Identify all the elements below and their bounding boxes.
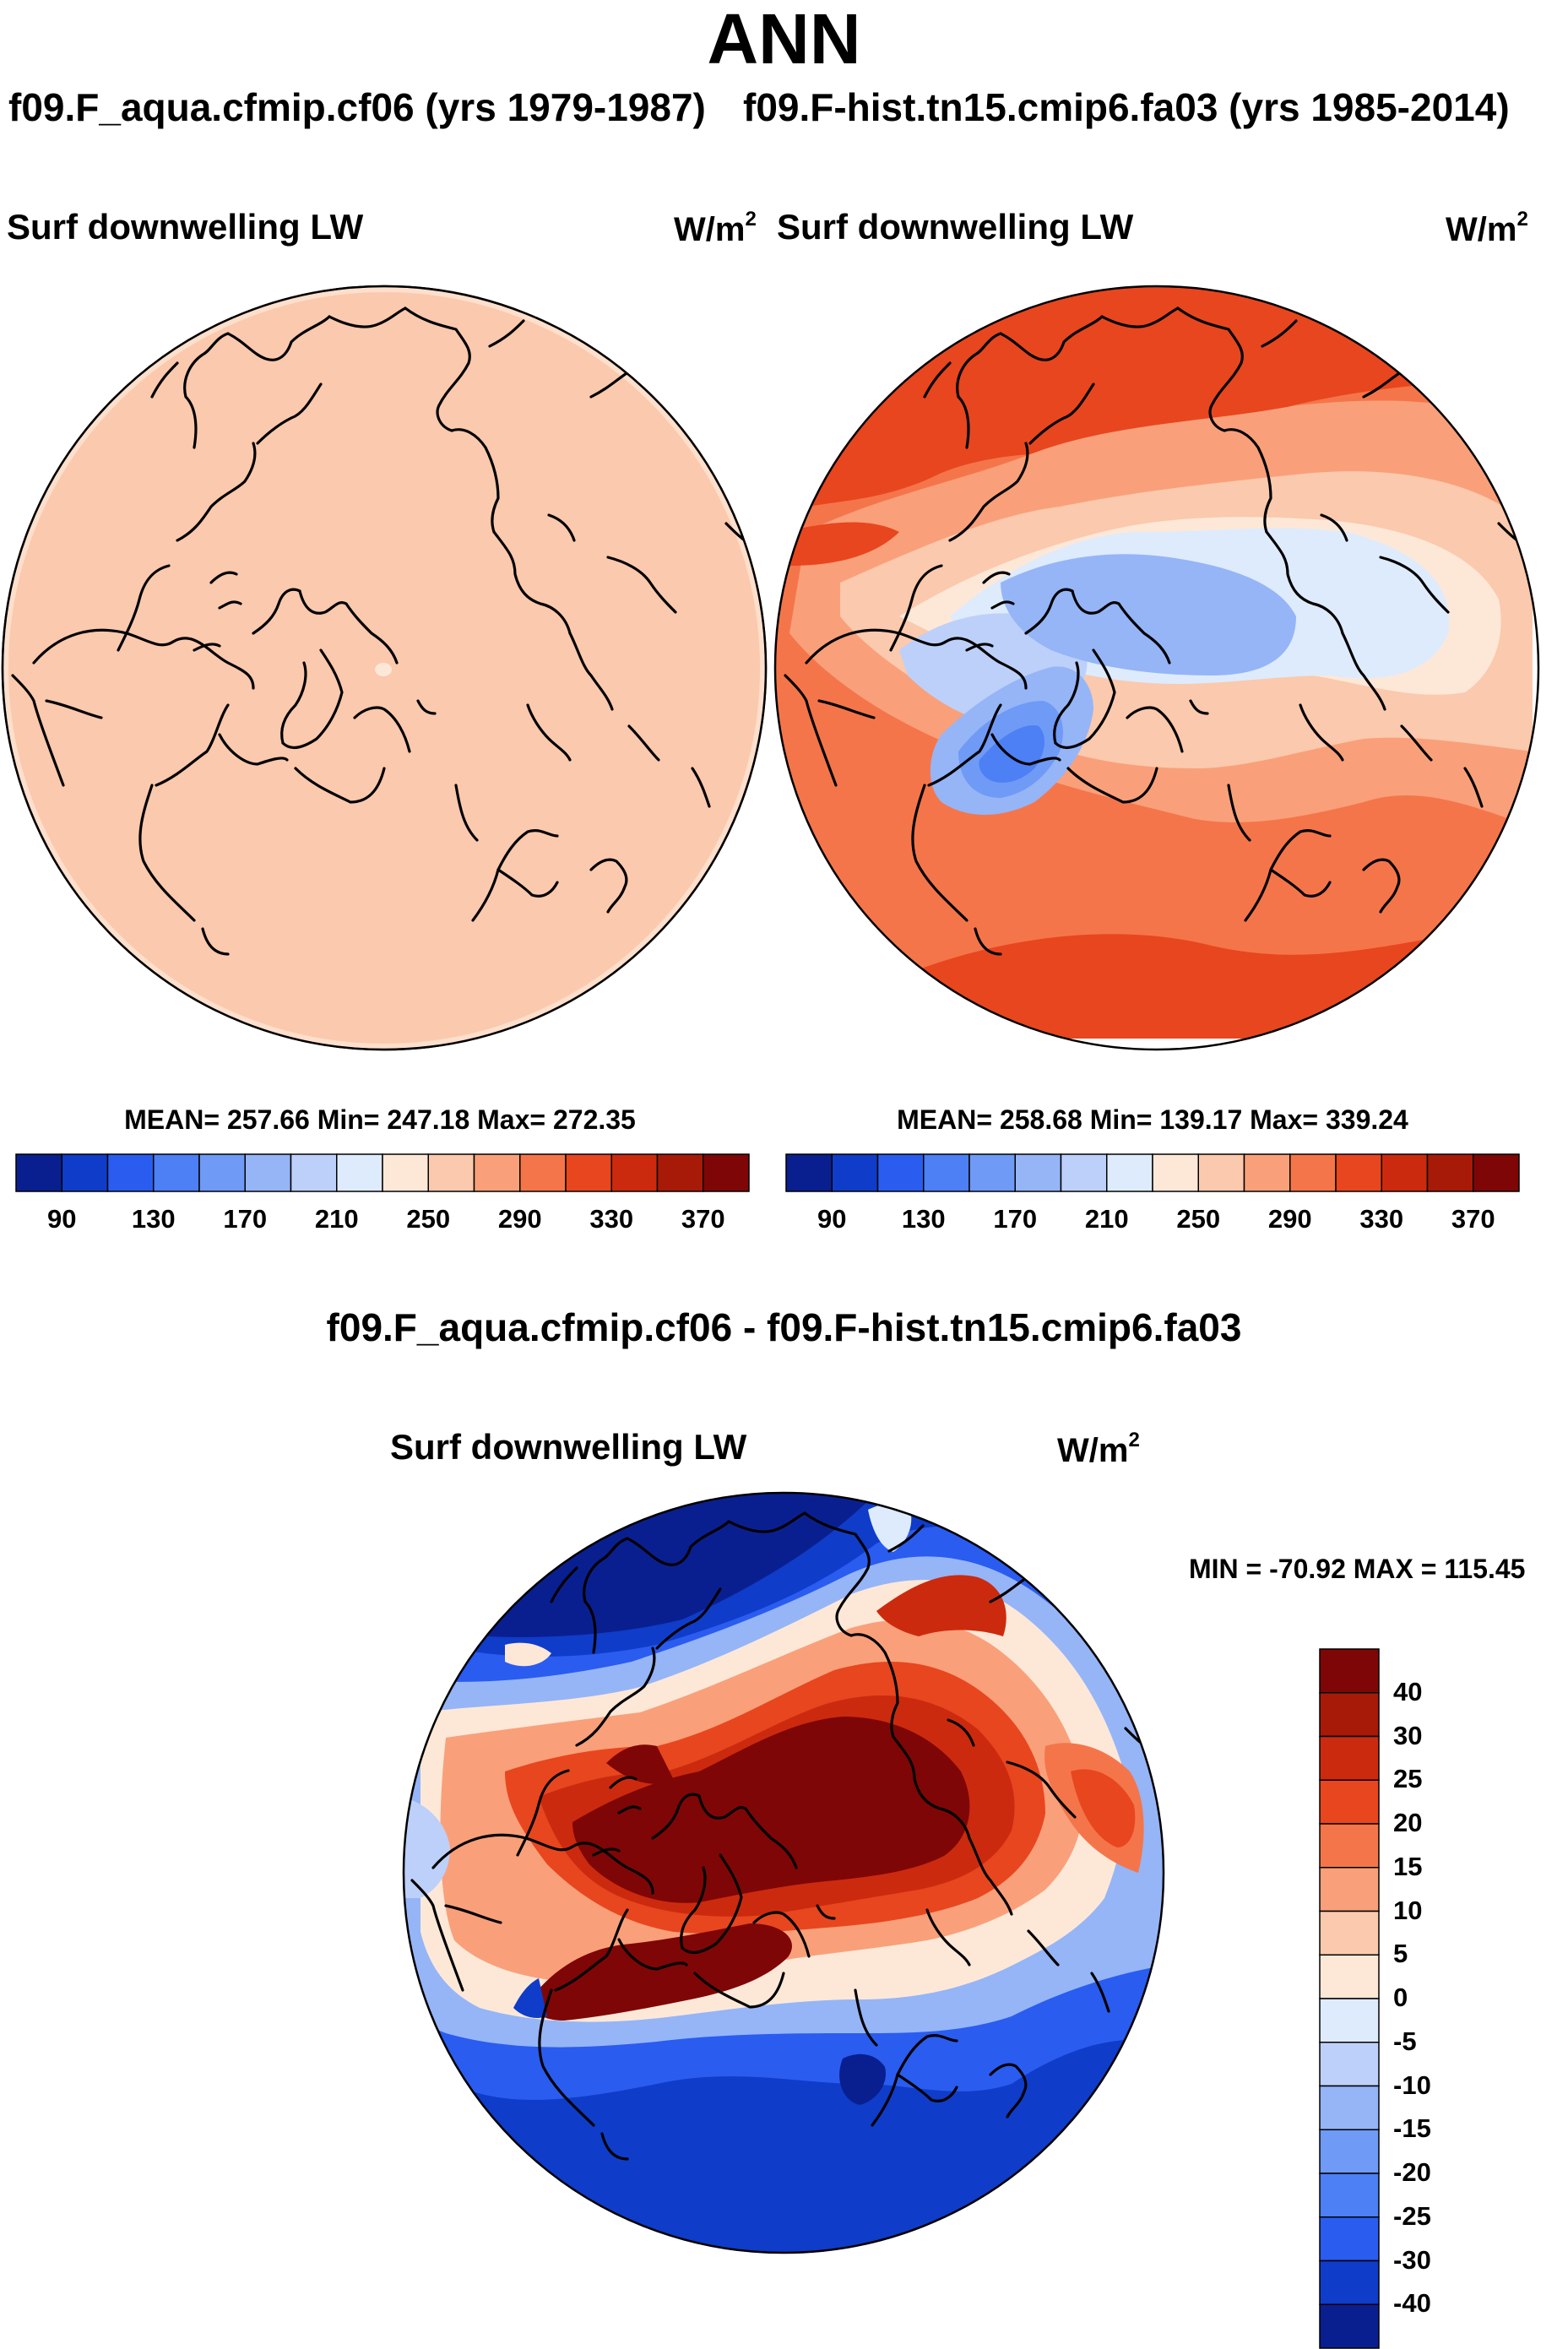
diff-colorbar-swatch bbox=[1319, 1779, 1380, 1825]
left-stats: MEAN= 257.66 Min= 247.18 Max= 272.35 bbox=[124, 1104, 636, 1135]
right-colorbar-swatch bbox=[785, 1153, 833, 1192]
diff-colorbar-swatch bbox=[1319, 1998, 1380, 2043]
diff-colorbar-tick-label: 30 bbox=[1393, 1720, 1423, 1750]
diff-colorbar-tick-label: -10 bbox=[1393, 2070, 1431, 2100]
left-colorbar-swatch bbox=[382, 1153, 429, 1192]
right-colorbar-tick-label: 130 bbox=[901, 1204, 946, 1234]
diff-colorbar bbox=[1319, 1648, 1380, 2349]
diff-colorbar-tick-label: -25 bbox=[1393, 2200, 1431, 2231]
right-colorbar-swatch bbox=[1243, 1153, 1291, 1192]
right-colorbar-swatch bbox=[1426, 1153, 1474, 1192]
left-colorbar-swatch bbox=[61, 1153, 109, 1192]
diff-colorbar-tick-label: 0 bbox=[1393, 1983, 1408, 2012]
right-colorbar-swatch bbox=[876, 1153, 925, 1192]
diff-units-label: W/m2 bbox=[1057, 1429, 1140, 1469]
left-case-title: f09.F_aqua.cfmip.cf06 (yrs 1979-1987) bbox=[8, 85, 706, 129]
diff-colorbar-swatch bbox=[1319, 2216, 1380, 2262]
left-colorbar-swatch bbox=[106, 1153, 155, 1192]
diff-colorbar-tick-label: 10 bbox=[1393, 1895, 1423, 1925]
diff-colorbar-swatch bbox=[1319, 1910, 1380, 1956]
left-colorbar-tick-label: 170 bbox=[223, 1204, 268, 1234]
right-stats: MEAN= 258.68 Min= 139.17 Max= 339.24 bbox=[897, 1104, 1408, 1135]
left-colorbar-swatch bbox=[198, 1153, 246, 1192]
right-colorbar-swatch bbox=[968, 1153, 1016, 1192]
right-colorbar bbox=[785, 1153, 1520, 1192]
right-colorbar-tick-label: 250 bbox=[1176, 1204, 1221, 1234]
diff-colorbar-swatch bbox=[1319, 2173, 1380, 2218]
diff-colorbar-tick-label: 40 bbox=[1393, 1676, 1423, 1706]
left-colorbar-swatch bbox=[610, 1153, 659, 1192]
diff-colorbar-swatch bbox=[1319, 2259, 1380, 2305]
diff-colorbar-tick-label: -15 bbox=[1393, 2113, 1431, 2144]
diff-colorbar-tick-label: -5 bbox=[1393, 2026, 1417, 2056]
left-variable-label: Surf downwelling LW bbox=[7, 207, 364, 247]
right-colorbar-tick-label: 210 bbox=[1084, 1204, 1129, 1234]
right-colorbar-swatch bbox=[1289, 1153, 1337, 1192]
diff-colorbar-tick-label: 20 bbox=[1393, 1808, 1423, 1837]
left-colorbar-tick-label: 330 bbox=[589, 1204, 634, 1234]
diff-variable-label: Surf downwelling LW bbox=[390, 1427, 747, 1467]
right-colorbar-swatch bbox=[1335, 1153, 1382, 1192]
right-colorbar-swatch bbox=[1060, 1153, 1108, 1192]
right-colorbar-swatch bbox=[1381, 1153, 1429, 1192]
left-colorbar-swatch bbox=[290, 1153, 338, 1192]
right-case-title: f09.F-hist.tn15.cmip6.fa03 (yrs 1985-201… bbox=[743, 85, 1510, 129]
left-colorbar-tick-label: 90 bbox=[47, 1204, 77, 1234]
right-colorbar-tick-label: 290 bbox=[1267, 1204, 1312, 1234]
right-colorbar-tick-label: 370 bbox=[1451, 1204, 1495, 1234]
left-colorbar-tick-label: 250 bbox=[406, 1204, 451, 1234]
left-map bbox=[1, 285, 768, 1051]
main-title: ANN bbox=[707, 0, 861, 79]
diff-colorbar-tick-label: -20 bbox=[1393, 2157, 1431, 2187]
left-colorbar-swatch bbox=[473, 1153, 521, 1192]
left-colorbar-swatch bbox=[427, 1153, 475, 1192]
right-colorbar-swatch bbox=[1197, 1153, 1245, 1192]
left-colorbar-swatch bbox=[656, 1153, 704, 1192]
right-colorbar-swatch bbox=[923, 1153, 970, 1192]
left-colorbar-swatch bbox=[565, 1153, 612, 1192]
right-colorbar-tick-label: 90 bbox=[817, 1204, 847, 1234]
left-colorbar-swatch bbox=[336, 1153, 383, 1192]
diff-colorbar-swatch bbox=[1319, 2085, 1380, 2130]
diff-colorbar-swatch bbox=[1319, 1692, 1380, 1738]
diff-title: f09.F_aqua.cfmip.cf06 - f09.F-hist.tn15.… bbox=[326, 1305, 1242, 1349]
diff-colorbar-swatch bbox=[1319, 1823, 1380, 1869]
right-variable-label: Surf downwelling LW bbox=[777, 207, 1134, 247]
left-colorbar-swatch bbox=[15, 1153, 62, 1192]
left-colorbar-tick-label: 370 bbox=[681, 1204, 725, 1234]
right-colorbar-swatch bbox=[1152, 1153, 1199, 1192]
diff-map bbox=[402, 1491, 1165, 2254]
diff-colorbar-tick-label: 15 bbox=[1393, 1851, 1423, 1881]
left-colorbar-tick-label: 290 bbox=[497, 1204, 542, 1234]
left-colorbar-swatch bbox=[519, 1153, 567, 1192]
diff-colorbar-swatch bbox=[1319, 2042, 1380, 2087]
right-colorbar-swatch bbox=[1106, 1153, 1153, 1192]
diff-colorbar-tick-label: -30 bbox=[1393, 2244, 1431, 2275]
left-colorbar-swatch bbox=[153, 1153, 200, 1192]
right-colorbar-swatch bbox=[1473, 1153, 1520, 1192]
left-colorbar-swatch bbox=[244, 1153, 292, 1192]
diff-colorbar-swatch bbox=[1319, 1648, 1380, 1694]
right-colorbar-tick-label: 330 bbox=[1359, 1204, 1404, 1234]
right-colorbar-tick-label: 170 bbox=[993, 1204, 1038, 1234]
right-map bbox=[773, 285, 1540, 1051]
diff-colorbar-swatch bbox=[1319, 1867, 1380, 1912]
left-colorbar-swatch bbox=[703, 1153, 750, 1192]
right-colorbar-swatch bbox=[1014, 1153, 1062, 1192]
diff-colorbar-swatch bbox=[1319, 2303, 1380, 2349]
left-units-label: W/m2 bbox=[674, 208, 757, 248]
diff-minmax: MIN = -70.92 MAX = 115.45 bbox=[1189, 1554, 1526, 1584]
diff-colorbar-swatch bbox=[1319, 1954, 1380, 1999]
diff-colorbar-tick-label: 5 bbox=[1393, 1939, 1408, 1969]
right-colorbar-swatch bbox=[831, 1153, 879, 1192]
left-colorbar bbox=[15, 1153, 750, 1192]
left-colorbar-tick-label: 210 bbox=[314, 1204, 359, 1234]
diff-colorbar-swatch bbox=[1319, 1735, 1380, 1781]
right-units-label: W/m2 bbox=[1446, 208, 1528, 248]
diff-colorbar-tick-label: -40 bbox=[1393, 2288, 1431, 2319]
diff-colorbar-swatch bbox=[1319, 2129, 1380, 2174]
diff-colorbar-tick-label: 25 bbox=[1393, 1764, 1423, 1794]
left-colorbar-tick-label: 130 bbox=[131, 1204, 176, 1234]
